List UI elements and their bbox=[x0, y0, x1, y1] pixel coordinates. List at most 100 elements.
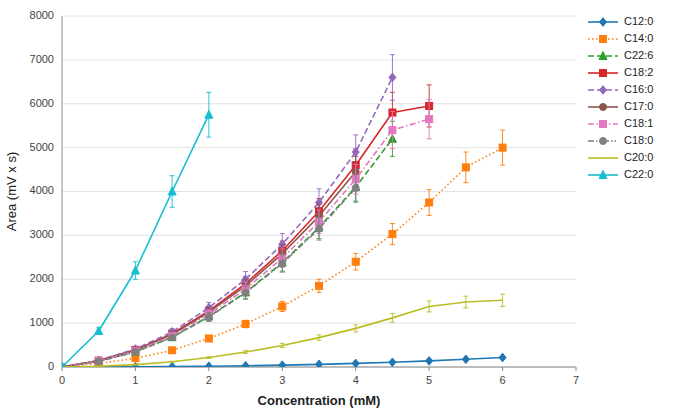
legend-swatch bbox=[588, 157, 618, 159]
point bbox=[132, 348, 139, 355]
legend-item: C16:0 bbox=[588, 83, 653, 95]
y-axis-line bbox=[62, 16, 63, 367]
error-bar-cap bbox=[317, 334, 322, 335]
series bbox=[62, 85, 433, 367]
series bbox=[62, 156, 359, 367]
point bbox=[389, 358, 396, 367]
point bbox=[316, 282, 323, 289]
series-line bbox=[62, 139, 392, 367]
y-tick-label: 7000 bbox=[30, 53, 54, 65]
error-bar-cap bbox=[280, 301, 285, 302]
error-bar-cap bbox=[317, 292, 322, 293]
error-bar-cap bbox=[353, 134, 358, 135]
error-bar-cap bbox=[280, 347, 285, 348]
x-tick-label: 3 bbox=[279, 374, 285, 386]
error-bar-cap bbox=[317, 340, 322, 341]
x-tick-label: 6 bbox=[500, 374, 506, 386]
x-tick-label: 2 bbox=[206, 374, 212, 386]
point bbox=[169, 347, 176, 354]
error-bar-cap bbox=[317, 209, 322, 210]
point bbox=[352, 184, 359, 191]
point bbox=[352, 258, 359, 265]
error-bar bbox=[427, 190, 432, 216]
point bbox=[499, 144, 506, 151]
x-tick bbox=[355, 367, 356, 371]
series-line bbox=[62, 119, 429, 367]
x-tick bbox=[62, 367, 63, 371]
grid-line bbox=[62, 103, 576, 104]
x-tick-label: 4 bbox=[353, 374, 359, 386]
legend-item: C18:2 bbox=[588, 66, 653, 78]
error-bar bbox=[353, 135, 358, 169]
legend-marker bbox=[600, 104, 607, 111]
y-tick-label: 2000 bbox=[30, 272, 54, 284]
point bbox=[316, 225, 323, 232]
legend-marker bbox=[600, 86, 607, 95]
series-line bbox=[62, 300, 503, 367]
error-bar-cap bbox=[390, 313, 395, 314]
y-axis: 010002000300040005000600070008000 bbox=[30, 9, 576, 372]
error-bar-cap bbox=[317, 279, 322, 280]
error-bar bbox=[206, 336, 211, 341]
error-bar-cap bbox=[390, 244, 395, 245]
point bbox=[95, 357, 102, 364]
error-bar bbox=[500, 130, 505, 165]
error-bar-cap bbox=[317, 240, 322, 241]
point bbox=[95, 358, 102, 365]
error-bar-cap bbox=[427, 311, 432, 312]
chart: 0100020003000400050006000700080000123456… bbox=[0, 0, 676, 413]
error-bar bbox=[206, 313, 211, 322]
error-bar bbox=[243, 286, 248, 299]
error-bar-cap bbox=[206, 92, 211, 93]
legend-item: C20:0 bbox=[588, 151, 653, 163]
x-tick-label: 0 bbox=[59, 374, 65, 386]
point bbox=[279, 361, 286, 367]
error-bar-cap bbox=[500, 130, 505, 131]
series bbox=[62, 92, 213, 367]
point bbox=[62, 363, 66, 368]
point bbox=[132, 347, 139, 354]
error-bar-cap bbox=[427, 138, 432, 139]
point bbox=[426, 116, 433, 123]
legend-label: C22:0 bbox=[624, 168, 653, 180]
point bbox=[242, 275, 249, 284]
error-bar bbox=[243, 282, 248, 295]
legend-marker bbox=[600, 121, 607, 128]
series bbox=[62, 130, 506, 367]
point bbox=[205, 313, 212, 320]
legend-item: C22:6 bbox=[588, 49, 653, 61]
point bbox=[499, 353, 506, 362]
error-bar-cap bbox=[280, 311, 285, 312]
error-bar-cap bbox=[390, 111, 395, 112]
error-bar-cap bbox=[280, 254, 285, 255]
x-tick bbox=[208, 367, 209, 371]
y-axis-label: Area (mV x s) bbox=[4, 152, 19, 231]
point bbox=[169, 334, 176, 341]
series-line bbox=[62, 188, 356, 367]
error-bar-cap bbox=[463, 296, 468, 297]
error-bar-cap bbox=[353, 331, 358, 332]
error-bar-cap bbox=[206, 321, 211, 322]
legend-label: C18:0 bbox=[624, 134, 653, 146]
error-bar-cap bbox=[353, 164, 358, 165]
error-bar bbox=[170, 335, 175, 340]
error-bar-cap bbox=[353, 202, 358, 203]
point bbox=[168, 187, 176, 195]
grid-line bbox=[62, 279, 576, 280]
legend-marker bbox=[599, 171, 607, 179]
error-bar-cap bbox=[427, 99, 432, 100]
legend-item: C18:0 bbox=[588, 134, 653, 146]
x-axis-label: Concentration (mM) bbox=[258, 393, 381, 408]
error-bar-cap bbox=[353, 253, 358, 254]
point bbox=[131, 347, 139, 355]
error-bar-cap bbox=[427, 84, 432, 85]
error-bar bbox=[390, 55, 395, 101]
error-bar-cap bbox=[500, 294, 505, 295]
error-bar bbox=[170, 334, 175, 339]
point bbox=[205, 110, 213, 118]
error-bar bbox=[353, 174, 358, 203]
error-bar-cap bbox=[390, 54, 395, 55]
error-bar-cap bbox=[133, 279, 138, 280]
error-bar bbox=[317, 217, 322, 240]
series-line bbox=[62, 148, 503, 367]
